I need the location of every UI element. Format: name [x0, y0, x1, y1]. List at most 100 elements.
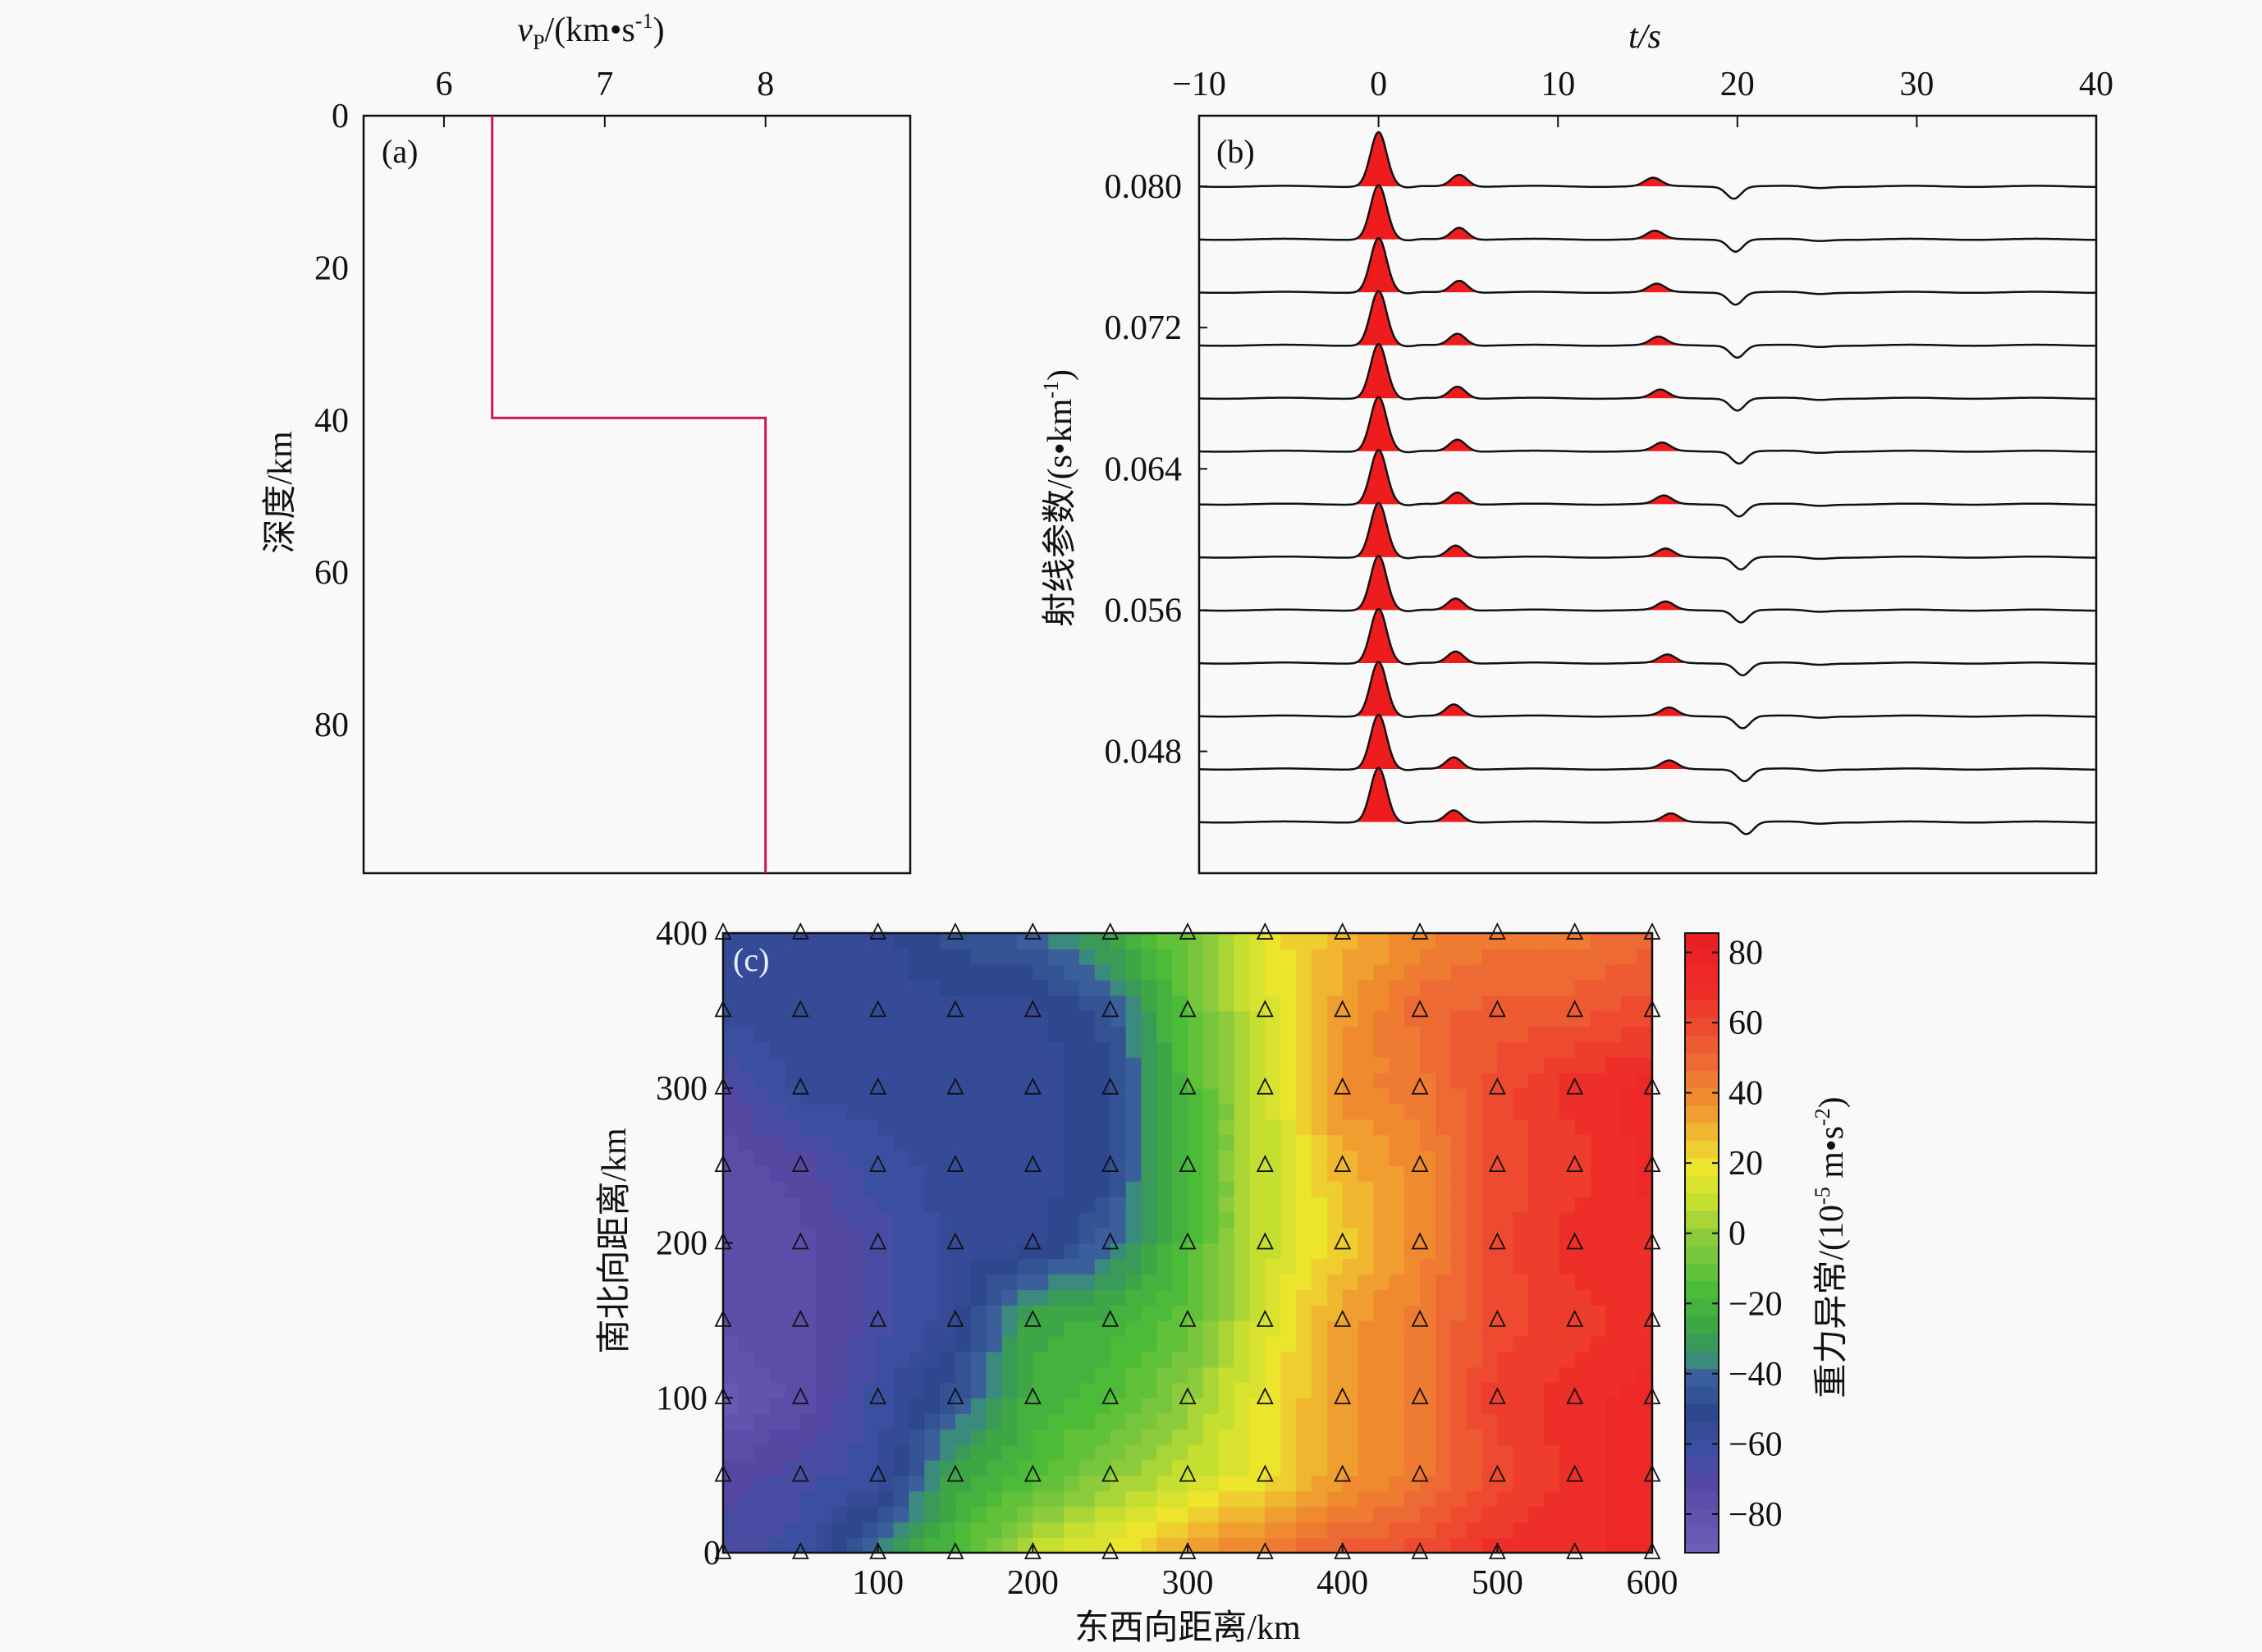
contour-cell — [1265, 948, 1281, 965]
contour-cell — [1574, 1026, 1591, 1042]
contour-cell — [800, 1398, 817, 1414]
contour-cell — [955, 1522, 972, 1538]
contour-cell — [1528, 1305, 1545, 1321]
contour-cell — [1621, 1305, 1637, 1321]
x-tick-label: 30 — [1899, 66, 1934, 103]
contour-cell — [893, 1258, 910, 1275]
contour-cell — [940, 1506, 956, 1523]
contour-cell — [1172, 1475, 1188, 1492]
contour-cell — [986, 1165, 1003, 1182]
contour-cell — [1543, 1242, 1560, 1260]
contour-cell — [1296, 1413, 1312, 1430]
contour-cell — [1218, 963, 1235, 981]
contour-cell — [924, 1459, 941, 1476]
contour-cell — [1543, 1103, 1560, 1120]
colorbar-band — [1685, 1026, 1719, 1036]
contour-cell — [955, 1258, 972, 1275]
contour-cell — [1389, 1475, 1405, 1492]
contour-cell — [1296, 1490, 1312, 1508]
contour-cell — [1311, 1475, 1328, 1492]
contour-cell — [1110, 1289, 1127, 1306]
contour-cell — [1481, 1072, 1499, 1089]
contour-cell — [1637, 1258, 1653, 1275]
contour-cell — [940, 1227, 956, 1244]
contour-cell — [785, 1274, 802, 1290]
contour-cell — [1637, 1382, 1653, 1399]
contour-cell — [1621, 979, 1637, 996]
contour-cell — [1450, 1537, 1468, 1554]
contour-cell — [831, 1429, 848, 1445]
contour-cell — [1420, 1165, 1436, 1182]
contour-cell — [1404, 1196, 1421, 1213]
contour-cell — [1202, 1490, 1220, 1508]
contour-cell — [1621, 1258, 1637, 1275]
contour-cell — [1001, 1274, 1019, 1290]
contour-cell — [1590, 995, 1607, 1012]
contour-cell — [862, 1382, 879, 1399]
contour-cell — [1404, 1305, 1421, 1321]
contour-cell — [785, 1429, 802, 1445]
contour-cell — [924, 1072, 941, 1089]
contour-cell — [1280, 1444, 1297, 1461]
contour-cell — [1590, 1366, 1607, 1384]
contour-cell — [1637, 1227, 1653, 1244]
contour-cell — [1033, 1242, 1049, 1260]
contour-cell — [1188, 1196, 1204, 1213]
contour-cell — [1311, 1196, 1328, 1213]
contour-cell — [1326, 963, 1344, 981]
contour-cell — [1094, 1211, 1111, 1229]
contour-cell — [940, 1057, 956, 1073]
contour-cell — [955, 1041, 972, 1058]
contour-cell — [1234, 1227, 1251, 1244]
contour-cell — [1326, 1382, 1344, 1399]
panel-c-label: (c) — [733, 941, 769, 978]
contour-cell — [1048, 1522, 1065, 1538]
positive-fill — [1436, 492, 1480, 505]
contour-cell — [1094, 1242, 1111, 1260]
contour-cell — [986, 1335, 1003, 1352]
contour-cell — [1450, 1382, 1468, 1399]
contour-cell — [924, 1026, 941, 1042]
contour-cell — [955, 1274, 972, 1290]
contour-cell — [1637, 1289, 1653, 1306]
contour-cell — [940, 1475, 956, 1492]
contour-cell — [1172, 1413, 1188, 1430]
contour-cell — [738, 963, 755, 981]
contour-cell — [1218, 1490, 1235, 1508]
positive-fill — [1349, 715, 1408, 770]
contour-cell — [1265, 1444, 1281, 1461]
contour-cell — [1078, 1072, 1096, 1089]
contour-cell — [1404, 995, 1421, 1012]
station-triangle-icon — [1101, 1232, 1120, 1250]
contour-cell — [986, 1072, 1003, 1089]
contour-cell — [1450, 979, 1468, 996]
contour-cell — [1373, 1165, 1390, 1182]
contour-cell — [769, 1041, 786, 1058]
contour-cell — [1481, 1242, 1499, 1260]
contour-cell — [1637, 1274, 1653, 1290]
contour-cell — [1064, 1366, 1080, 1384]
contour-cell — [831, 1490, 848, 1508]
contour-cell — [1141, 1382, 1158, 1399]
contour-cell — [1202, 1506, 1220, 1523]
contour-cell — [1389, 1227, 1405, 1244]
contour-cell — [1001, 1459, 1019, 1476]
contour-cell — [1125, 963, 1142, 981]
contour-cell — [831, 1181, 848, 1197]
contour-cell — [1404, 1258, 1421, 1275]
contour-cell — [1373, 1072, 1390, 1089]
contour-cell — [1559, 1429, 1576, 1445]
contour-cell — [1078, 1305, 1096, 1321]
contour-cell — [1156, 1087, 1173, 1105]
contour-cell — [1156, 933, 1173, 950]
contour-cell — [1048, 1181, 1065, 1197]
contour-cell — [1481, 1335, 1499, 1352]
colorbar-band — [1685, 1035, 1719, 1045]
contour-cell — [955, 1165, 972, 1182]
contour-cell — [1559, 1196, 1576, 1213]
contour-cell — [1528, 1258, 1545, 1275]
contour-cell — [1110, 1165, 1127, 1182]
contour-cell — [909, 995, 926, 1012]
contour-cell — [1064, 1258, 1080, 1275]
contour-cell — [785, 1057, 802, 1073]
